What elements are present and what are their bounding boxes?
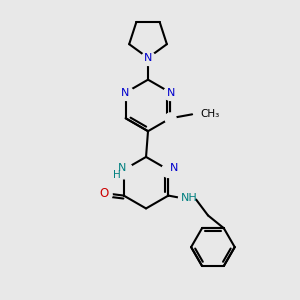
Text: N: N (144, 53, 152, 63)
Text: CH₃: CH₃ (200, 109, 219, 119)
Text: O: O (99, 187, 109, 200)
Text: N: N (118, 163, 126, 173)
Text: N: N (167, 88, 176, 98)
Text: N: N (121, 88, 129, 98)
Text: N: N (170, 163, 179, 173)
Text: H: H (113, 170, 121, 180)
Text: NH: NH (181, 193, 197, 202)
